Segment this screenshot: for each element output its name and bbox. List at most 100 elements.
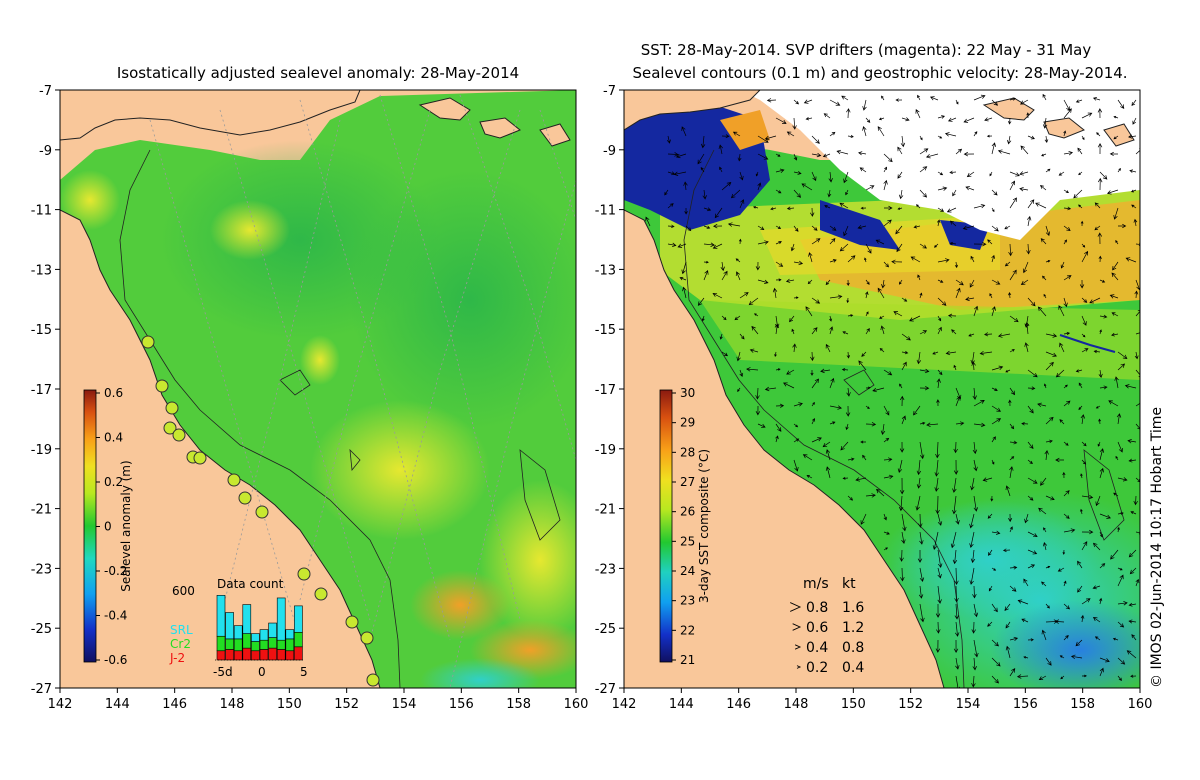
velocity-arrow — [1027, 459, 1033, 465]
velocity-arrow — [727, 222, 741, 227]
velocity-arrow — [839, 243, 849, 252]
velocity-arrow — [965, 186, 975, 191]
velocity-arrow — [917, 94, 921, 101]
velocity-arrow — [718, 144, 723, 155]
velocity-arrow — [721, 270, 728, 281]
velocity-arrow — [1017, 599, 1029, 605]
x-tick-label: 148 — [784, 697, 809, 712]
velocity-arrow — [919, 441, 925, 460]
velocity-arrow — [791, 328, 795, 335]
velocity-arrow — [827, 189, 832, 198]
y-tick-label: -17 — [595, 383, 616, 398]
velocity-arrow — [1081, 243, 1086, 248]
velocity-arrow — [703, 260, 709, 264]
velocity-arrow — [963, 117, 975, 123]
velocity-arrow — [865, 422, 877, 427]
velocity-arrow — [793, 225, 799, 232]
velocity-arrow — [991, 567, 997, 571]
velocity-arrow — [969, 567, 975, 585]
velocity-arrow — [1099, 329, 1102, 335]
data-count-bar-srl — [242, 604, 252, 634]
x-tick-label: 158 — [1070, 697, 1095, 712]
data-count-bar-srl — [225, 612, 234, 640]
velocity-arrow — [1021, 421, 1029, 426]
velocity-arrow — [811, 297, 821, 304]
colorbar-tick-label: 24 — [680, 564, 695, 578]
velocity-arrow — [1098, 369, 1103, 379]
colorbar-tick-label: 27 — [680, 475, 695, 489]
velocity-arrow — [775, 423, 782, 432]
velocity-arrow — [1043, 293, 1047, 299]
velocity-arrow — [991, 530, 1001, 535]
data-count-bar-cr2 — [294, 631, 303, 648]
velocity-arrow — [774, 323, 780, 335]
velocity-arrow — [790, 243, 795, 252]
velocity-arrow — [991, 207, 995, 213]
velocity-arrow — [953, 441, 958, 454]
velocity-arrow — [1097, 177, 1103, 191]
velocity-arrow — [783, 382, 795, 389]
velocity-arrow — [1023, 656, 1029, 659]
velocity-arrow — [822, 153, 831, 158]
velocity-arrow — [753, 313, 759, 317]
velocity-arrow — [991, 306, 996, 317]
velocity-arrow — [1099, 657, 1110, 663]
velocity-arrow — [1058, 171, 1065, 176]
velocity-arrow — [786, 131, 795, 137]
velocity-arrow — [811, 225, 818, 231]
velocity-arrow — [703, 225, 711, 229]
velocity-arrow — [1045, 495, 1055, 501]
velocity-arrow — [845, 423, 849, 431]
velocity-arrow — [1027, 369, 1038, 378]
velocity-arrow — [807, 279, 813, 285]
data-count-bar-cr2 — [233, 638, 243, 652]
velocity-arrow — [1009, 668, 1016, 677]
velocity-arrow — [1080, 414, 1086, 425]
velocity-arrow — [1134, 351, 1139, 360]
velocity-arrow — [829, 238, 836, 245]
velocity-arrow — [932, 531, 939, 550]
velocity-arrow — [713, 223, 723, 229]
velocity-legend-arrow — [796, 665, 802, 669]
velocity-arrow — [1063, 331, 1071, 336]
velocity-arrow — [1081, 348, 1089, 353]
data-count-bar-j2 — [251, 650, 260, 661]
velocity-arrow — [919, 166, 928, 173]
velocity-arrow — [820, 368, 831, 374]
velocity-arrow — [954, 603, 960, 620]
velocity-arrow — [1080, 220, 1084, 227]
velocity-arrow — [719, 166, 723, 173]
legend-srl: SRL — [170, 623, 193, 637]
velocity-arrow — [1109, 294, 1119, 299]
queensland-land — [60, 209, 381, 688]
velocity-arrow — [973, 639, 979, 658]
velocity-arrow — [1081, 441, 1087, 447]
velocity-arrow — [803, 99, 813, 104]
data-count-bar-cr2 — [251, 641, 260, 652]
velocity-arrow — [1081, 315, 1087, 326]
velocity-arrow — [843, 171, 849, 184]
velocity-arrow — [755, 387, 760, 400]
velocity-arrow — [1094, 225, 1101, 231]
velocity-arrow — [972, 441, 978, 455]
colorbar-tick-label: 0.6 — [104, 386, 123, 400]
velocity-arrow — [1021, 618, 1029, 623]
velocity-arrow — [1020, 279, 1029, 285]
velocity-arrow — [666, 135, 671, 144]
velocity-arrow — [721, 181, 732, 191]
velocity-arrow — [915, 109, 921, 119]
y-tick-label: -15 — [595, 323, 616, 338]
velocity-arrow — [1009, 269, 1017, 281]
velocity-arrow — [811, 417, 816, 425]
velocity-arrow — [896, 243, 903, 253]
velocity-arrow — [793, 438, 800, 443]
velocity-arrow — [860, 206, 867, 210]
velocity-arrow — [720, 261, 725, 272]
data-count-bars — [216, 595, 303, 661]
velocity-arrow — [1016, 674, 1029, 679]
velocity-arrow — [681, 126, 687, 137]
velocity-arrow — [1117, 567, 1123, 571]
y-tick-label: -13 — [31, 263, 52, 278]
velocity-arrow — [966, 171, 975, 178]
velocity-arrow — [739, 171, 744, 181]
